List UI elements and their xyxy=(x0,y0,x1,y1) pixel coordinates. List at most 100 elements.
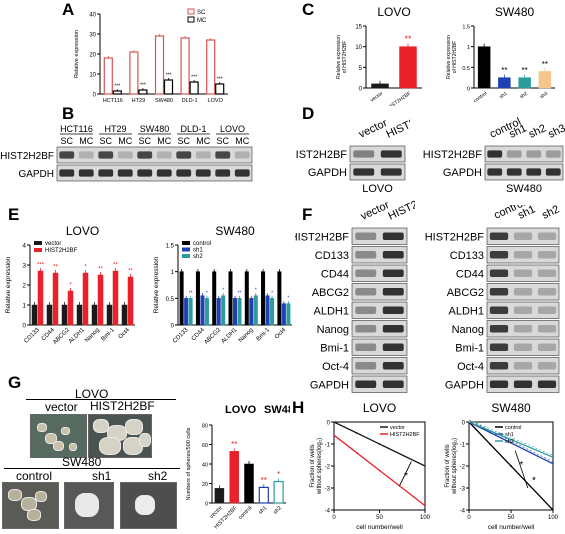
data-point xyxy=(489,443,491,445)
blot-band xyxy=(380,168,402,176)
blot-strip xyxy=(486,320,560,338)
blot-band xyxy=(353,150,375,158)
sphere-cell xyxy=(125,419,143,435)
blot-row-label: Oct-4 xyxy=(322,361,349,373)
blot-strip xyxy=(486,357,560,375)
blot-band xyxy=(513,380,533,388)
sphere-cell xyxy=(35,491,47,502)
sphere-cell xyxy=(53,441,64,451)
significance-mark: ** xyxy=(261,476,267,485)
y-tick-label: -1 xyxy=(325,443,331,449)
blot-row-label: CD133 xyxy=(450,250,484,262)
blot-band xyxy=(506,168,522,176)
bar xyxy=(477,46,491,89)
cell-line-label: HCT116 xyxy=(60,124,93,134)
blot-strip xyxy=(56,146,253,164)
blot-band xyxy=(137,151,153,159)
lane-label: sh3 xyxy=(546,122,565,140)
blot-band xyxy=(537,232,557,240)
lane-label: SC xyxy=(99,136,112,146)
y-tick-label: 80 xyxy=(202,424,208,430)
comparison-arrow xyxy=(399,461,412,486)
bar xyxy=(180,37,190,95)
micrograph-label-hist2h2bf: HIST2H2BF xyxy=(90,399,155,413)
micrograph-vector xyxy=(30,414,87,458)
blot-band xyxy=(355,232,377,240)
y-tick-label: 40 xyxy=(89,13,96,19)
bar xyxy=(138,89,148,95)
bar xyxy=(233,298,237,326)
bar xyxy=(31,304,38,326)
category-label: control xyxy=(237,505,253,521)
blot-strip xyxy=(351,338,408,356)
y-tick-label: 0 xyxy=(171,324,175,330)
blot-strip xyxy=(351,246,408,264)
lane-label: SC xyxy=(216,136,229,146)
category-label: ALDH1 xyxy=(68,327,86,345)
blot-band xyxy=(526,150,542,158)
blot-band xyxy=(487,150,503,158)
y-axis-label: Fraction of wellswithout spheres(log₂) xyxy=(310,438,323,495)
blot-d-lovo: vectorHIST2H2BFHIST2H2BFGAPDHLOVO xyxy=(295,105,410,195)
bar xyxy=(179,271,184,326)
blot-band xyxy=(234,151,250,159)
y-tick-label: 0 xyxy=(327,421,331,427)
divider-line xyxy=(26,399,176,400)
blot-band xyxy=(526,168,542,176)
blot-band xyxy=(513,269,533,277)
blot-band xyxy=(380,150,402,158)
data-point xyxy=(510,465,512,467)
lane-label: sh2 xyxy=(527,122,548,140)
chart-title: LOVO xyxy=(225,404,257,416)
blot-row-label: GAPDH xyxy=(310,379,349,391)
blot-band xyxy=(537,362,557,370)
lane-label: MC xyxy=(157,136,171,146)
y-tick-label: 0.5 xyxy=(462,66,470,72)
lane-label: MC xyxy=(79,136,93,146)
divider-line xyxy=(4,468,180,469)
category-label: HT29 xyxy=(132,98,145,104)
category-label: ABCG2 xyxy=(52,327,71,346)
significance-mark: * xyxy=(287,296,289,302)
category-label: DLD-1 xyxy=(182,98,198,104)
cell-line-label: DLD-1 xyxy=(180,124,206,134)
category-label: sh2 xyxy=(519,91,529,101)
blot-strip xyxy=(486,283,560,301)
y-tick-label: 15 xyxy=(355,25,362,31)
bar xyxy=(195,271,200,326)
cell-line-label: SW480 xyxy=(140,124,170,134)
legend-label: MC xyxy=(197,18,207,24)
category-label: HCT116 xyxy=(103,98,123,104)
y-axis-label: Relative expression xyxy=(5,256,12,313)
blot-band xyxy=(382,306,404,314)
blot-footer: LOVO xyxy=(362,183,393,195)
blot-strip xyxy=(351,264,408,282)
blot-strip xyxy=(351,320,408,338)
y-tick-label: 4 xyxy=(22,243,26,250)
y-tick-label: 20 xyxy=(202,482,208,488)
blot-band xyxy=(355,306,377,314)
bar xyxy=(286,303,291,326)
bar xyxy=(200,295,205,326)
blot-row-label: Nanog xyxy=(452,324,484,336)
significance-mark: ** xyxy=(98,267,103,273)
blot-band xyxy=(513,251,533,259)
panel-letter-d: D xyxy=(302,104,315,123)
data-point xyxy=(510,438,512,441)
bar xyxy=(76,304,83,326)
x-tick-label: 50 xyxy=(508,515,515,521)
blot-strip xyxy=(486,301,560,319)
y-tick-label: 0 xyxy=(462,421,466,427)
data-point xyxy=(378,469,381,472)
category-label: CD133 xyxy=(23,327,41,345)
category-label: LOVO xyxy=(208,98,224,104)
cell-line-label: HT29 xyxy=(104,124,126,134)
bar xyxy=(518,77,531,89)
blot-row-label: ALDH1 xyxy=(449,305,484,317)
bar xyxy=(244,463,254,504)
blot-band xyxy=(489,269,509,277)
data-point xyxy=(355,432,358,434)
blot-strip xyxy=(486,338,560,356)
